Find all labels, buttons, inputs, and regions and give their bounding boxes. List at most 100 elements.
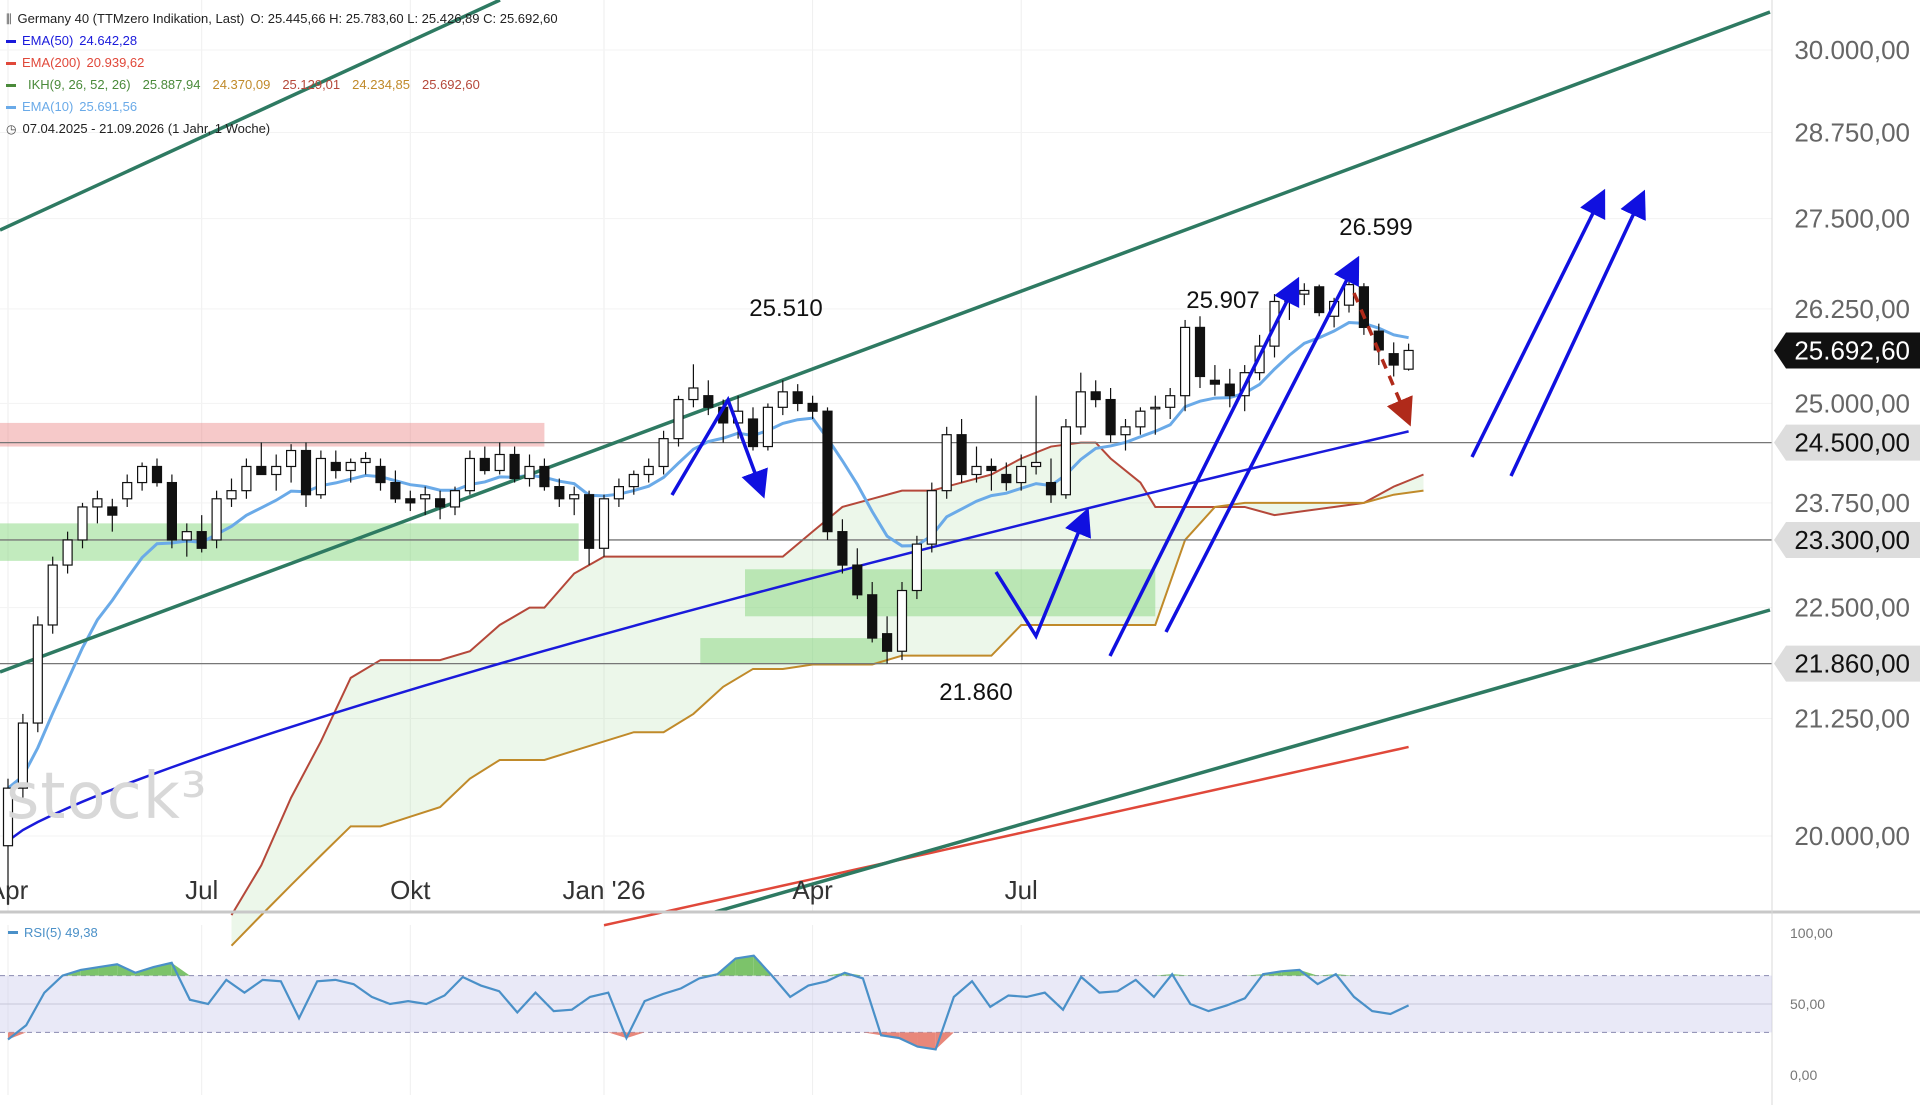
candle: [300, 442, 312, 507]
x-tick-label: Jul: [185, 875, 218, 905]
candle-body-down: [330, 461, 341, 472]
candle: [673, 395, 684, 447]
rsi-tick-label: 100,00: [1790, 925, 1833, 941]
candle-body-down: [986, 465, 997, 472]
candle-body-up: [1299, 289, 1310, 295]
y-tick-label: 23.750,00: [1794, 488, 1910, 518]
rsi-oversold-fill: [899, 1032, 918, 1047]
candle-body-up: [1075, 391, 1086, 428]
candle-body-down: [1224, 383, 1235, 397]
candle-body-down: [703, 395, 714, 408]
ema200-value: 20.939,62: [86, 55, 145, 70]
legend-ema10[interactable]: EMA(10) 25.691,56: [6, 96, 558, 118]
arrow-top-reversal: [670, 395, 768, 499]
candle-body-down: [807, 402, 818, 412]
candle: [256, 442, 267, 476]
candle-body-up: [613, 486, 625, 500]
candle: [747, 407, 759, 451]
candle-body-up: [315, 457, 326, 496]
candle: [896, 581, 908, 661]
candle-body-up: [47, 564, 58, 626]
candle: [360, 452, 371, 475]
candle: [181, 523, 192, 557]
rsi-oversold-fill: [608, 1032, 627, 1039]
candle: [1075, 372, 1086, 435]
rsi-oversold-fill: [862, 1032, 882, 1036]
candle: [1388, 342, 1399, 377]
rsi-oversold-fill: [8, 1032, 27, 1040]
arrow-rally-2: [1164, 255, 1360, 633]
candle: [1165, 387, 1176, 420]
candle: [92, 490, 103, 524]
arrow-rally-1: [1108, 276, 1300, 657]
candle-body-up: [658, 438, 669, 468]
candle-body-up: [449, 490, 461, 508]
x-tick-label: Jul: [1005, 875, 1038, 905]
candle: [405, 490, 416, 512]
rsi-legend[interactable]: RSI(5) 49,38: [8, 925, 98, 940]
rsi-oversold-fill: [626, 1032, 645, 1039]
candle-body-up: [628, 473, 639, 488]
candle-body-up: [971, 465, 982, 476]
candle-body-up: [211, 498, 222, 541]
candle: [77, 502, 88, 549]
candle-body-up: [1135, 410, 1146, 428]
ema10-value: 25.691,56: [79, 99, 138, 114]
candle-body-down: [390, 481, 401, 500]
price-zone: [700, 638, 888, 665]
candle: [137, 462, 148, 491]
candle: [1135, 407, 1146, 435]
candle-body-up: [241, 465, 252, 492]
ema10-line: [7, 321, 1409, 790]
candle-body-down: [435, 498, 446, 508]
candle-body-up: [122, 481, 133, 500]
rsi-overbought-fill: [1172, 974, 1191, 976]
candle-body-up: [643, 465, 654, 476]
candle: [32, 616, 43, 733]
candle-body-up: [226, 490, 237, 500]
candle-body-down: [107, 506, 118, 516]
legend-ema200[interactable]: EMA(200) 20.939,62: [6, 52, 558, 74]
legend-range: ◷ 07.04.2025 - 21.09.2026 (1 Jahr, 1 Woc…: [6, 118, 558, 140]
candle-body-down: [1194, 326, 1206, 378]
candle: [1209, 365, 1221, 396]
candle-body-up: [1165, 395, 1176, 408]
candle-body-down: [405, 498, 416, 504]
candle-body-down: [1090, 391, 1101, 401]
ema200-swatch: [6, 61, 16, 65]
candle: [271, 454, 282, 491]
legend-ikh[interactable]: IKH(9, 26, 52, 26) 25.887,94 24.370,09 2…: [6, 74, 558, 96]
price-annotation: 25.510: [749, 295, 822, 322]
candle: [762, 403, 774, 451]
candle-body-up: [92, 498, 103, 508]
y-tick-label: 22.500,00: [1794, 593, 1910, 623]
legend-title-row: ⫼ Germany 40 (TTMzero Indikation, Last) …: [6, 8, 558, 30]
candle: [986, 458, 997, 491]
candle: [1016, 454, 1027, 491]
ema10-swatch: [6, 105, 16, 109]
candle-body-up: [1150, 406, 1161, 410]
ichimoku-span-b: [230, 489, 1424, 947]
ichimoku-cloud: [231, 442, 1424, 946]
last-price-badge: 25.692,60: [1774, 332, 1920, 369]
candle-body-up: [181, 531, 192, 541]
ikh-value-1: 25.887,94: [142, 77, 201, 92]
candle: [598, 494, 610, 557]
channel-lower-line: [714, 608, 1771, 914]
candle: [226, 478, 237, 507]
legend-ema50[interactable]: EMA(50) 24.642,28: [6, 30, 558, 52]
candle: [494, 442, 505, 475]
candle-body-up: [77, 506, 88, 541]
candlestick-icon: ⫼: [6, 12, 12, 26]
candle-body-up: [896, 589, 908, 652]
candle-body-down: [1388, 353, 1399, 366]
candle: [47, 556, 58, 634]
ema50-label: EMA(50): [22, 33, 74, 48]
price-annotation: 26.599: [1339, 214, 1412, 241]
last-price-badge-shape: [1774, 332, 1920, 369]
watermark-logo: stock³: [6, 760, 208, 834]
level-badge-text: 23.300,00: [1794, 525, 1910, 555]
level-badge-shape: [1774, 424, 1920, 461]
candle-body-up: [911, 543, 923, 592]
